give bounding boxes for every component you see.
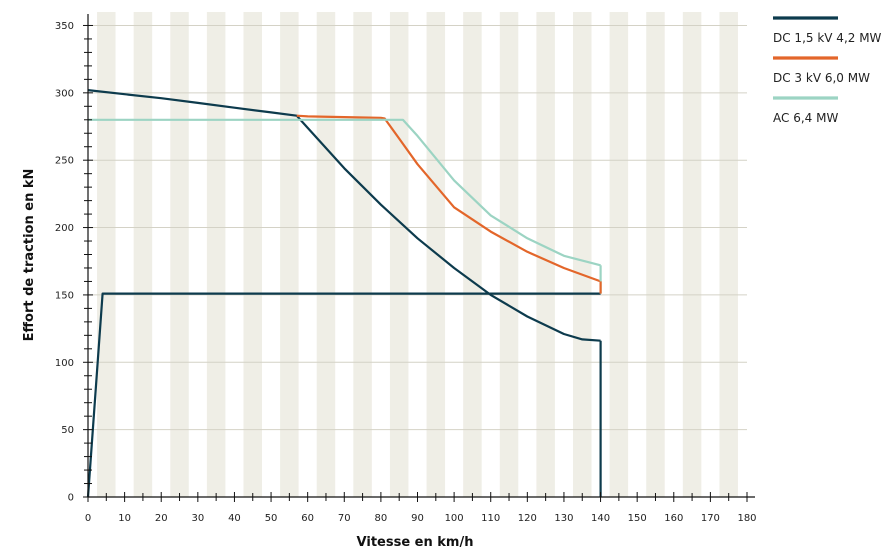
series-line-2 (88, 118, 601, 267)
x-tick-label: 120 (518, 513, 537, 524)
band (536, 12, 555, 497)
y-tick-label: 0 (68, 493, 74, 504)
y-tick-label: 150 (55, 290, 74, 301)
legend-label: DC 1,5 kV 4,2 MW (773, 31, 882, 45)
x-tick-label: 140 (591, 513, 610, 524)
x-tick-label: 30 (191, 513, 204, 524)
x-tick-label: 80 (375, 513, 388, 524)
band (316, 12, 336, 497)
y-axis-title: Effort de traction en kN (22, 169, 37, 342)
x-tick-label: 150 (628, 513, 647, 524)
x-tick-label: 0 (85, 513, 91, 524)
band (353, 12, 372, 497)
x-axis-title: Vitesse en km/h (357, 535, 474, 550)
band (280, 12, 299, 497)
band (170, 12, 189, 497)
x-tick-label: 180 (737, 513, 756, 524)
series-line-0 (87, 89, 601, 342)
series-line-3 (86, 292, 601, 498)
y-tick-label: 50 (61, 425, 74, 436)
x-tick-label: 160 (664, 513, 683, 524)
band (243, 12, 262, 497)
y-tick-label: 100 (55, 358, 74, 369)
background-bands (97, 12, 738, 497)
band (682, 12, 702, 497)
y-axis-ticks: 0 50 100 150 200 250 300 350 (55, 21, 93, 504)
band (133, 12, 153, 497)
series-lines (86, 89, 602, 498)
x-tick-label: 100 (445, 513, 464, 524)
band (719, 12, 738, 497)
band (206, 12, 226, 497)
x-tick-label: 130 (554, 513, 573, 524)
band (499, 12, 519, 497)
x-tick-label: 110 (481, 513, 500, 524)
band (463, 12, 482, 497)
series-line-1 (296, 114, 601, 283)
legend-label: AC 6,4 MW (773, 111, 838, 125)
y-tick-label: 300 (55, 88, 74, 99)
x-tick-label: 50 (265, 513, 278, 524)
band (573, 12, 592, 497)
y-tick-label: 200 (55, 223, 74, 234)
horizontal-gridlines (88, 24, 747, 431)
x-tick-label: 10 (118, 513, 131, 524)
x-axis-ticks: 0 10 20 30 40 50 60 70 80 90 100 110 120 130 140 150 160… (85, 492, 757, 524)
band (97, 12, 116, 497)
x-tick-label: 20 (155, 513, 168, 524)
x-tick-label: 40 (228, 513, 241, 524)
y-tick-label: 350 (55, 21, 74, 32)
x-tick-label: 170 (701, 513, 720, 524)
legend-label: DC 3 kV 6,0 MW (773, 71, 870, 85)
x-tick-label: 90 (411, 513, 424, 524)
band (389, 12, 409, 497)
x-tick-label: 60 (301, 513, 314, 524)
band (609, 12, 629, 497)
band (646, 12, 665, 497)
x-tick-label: 70 (338, 513, 351, 524)
y-tick-label: 250 (55, 156, 74, 167)
legend: DC 1,5 kV 4,2 MW DC 3 kV 6,0 MW AC 6,4 MW (773, 16, 882, 125)
